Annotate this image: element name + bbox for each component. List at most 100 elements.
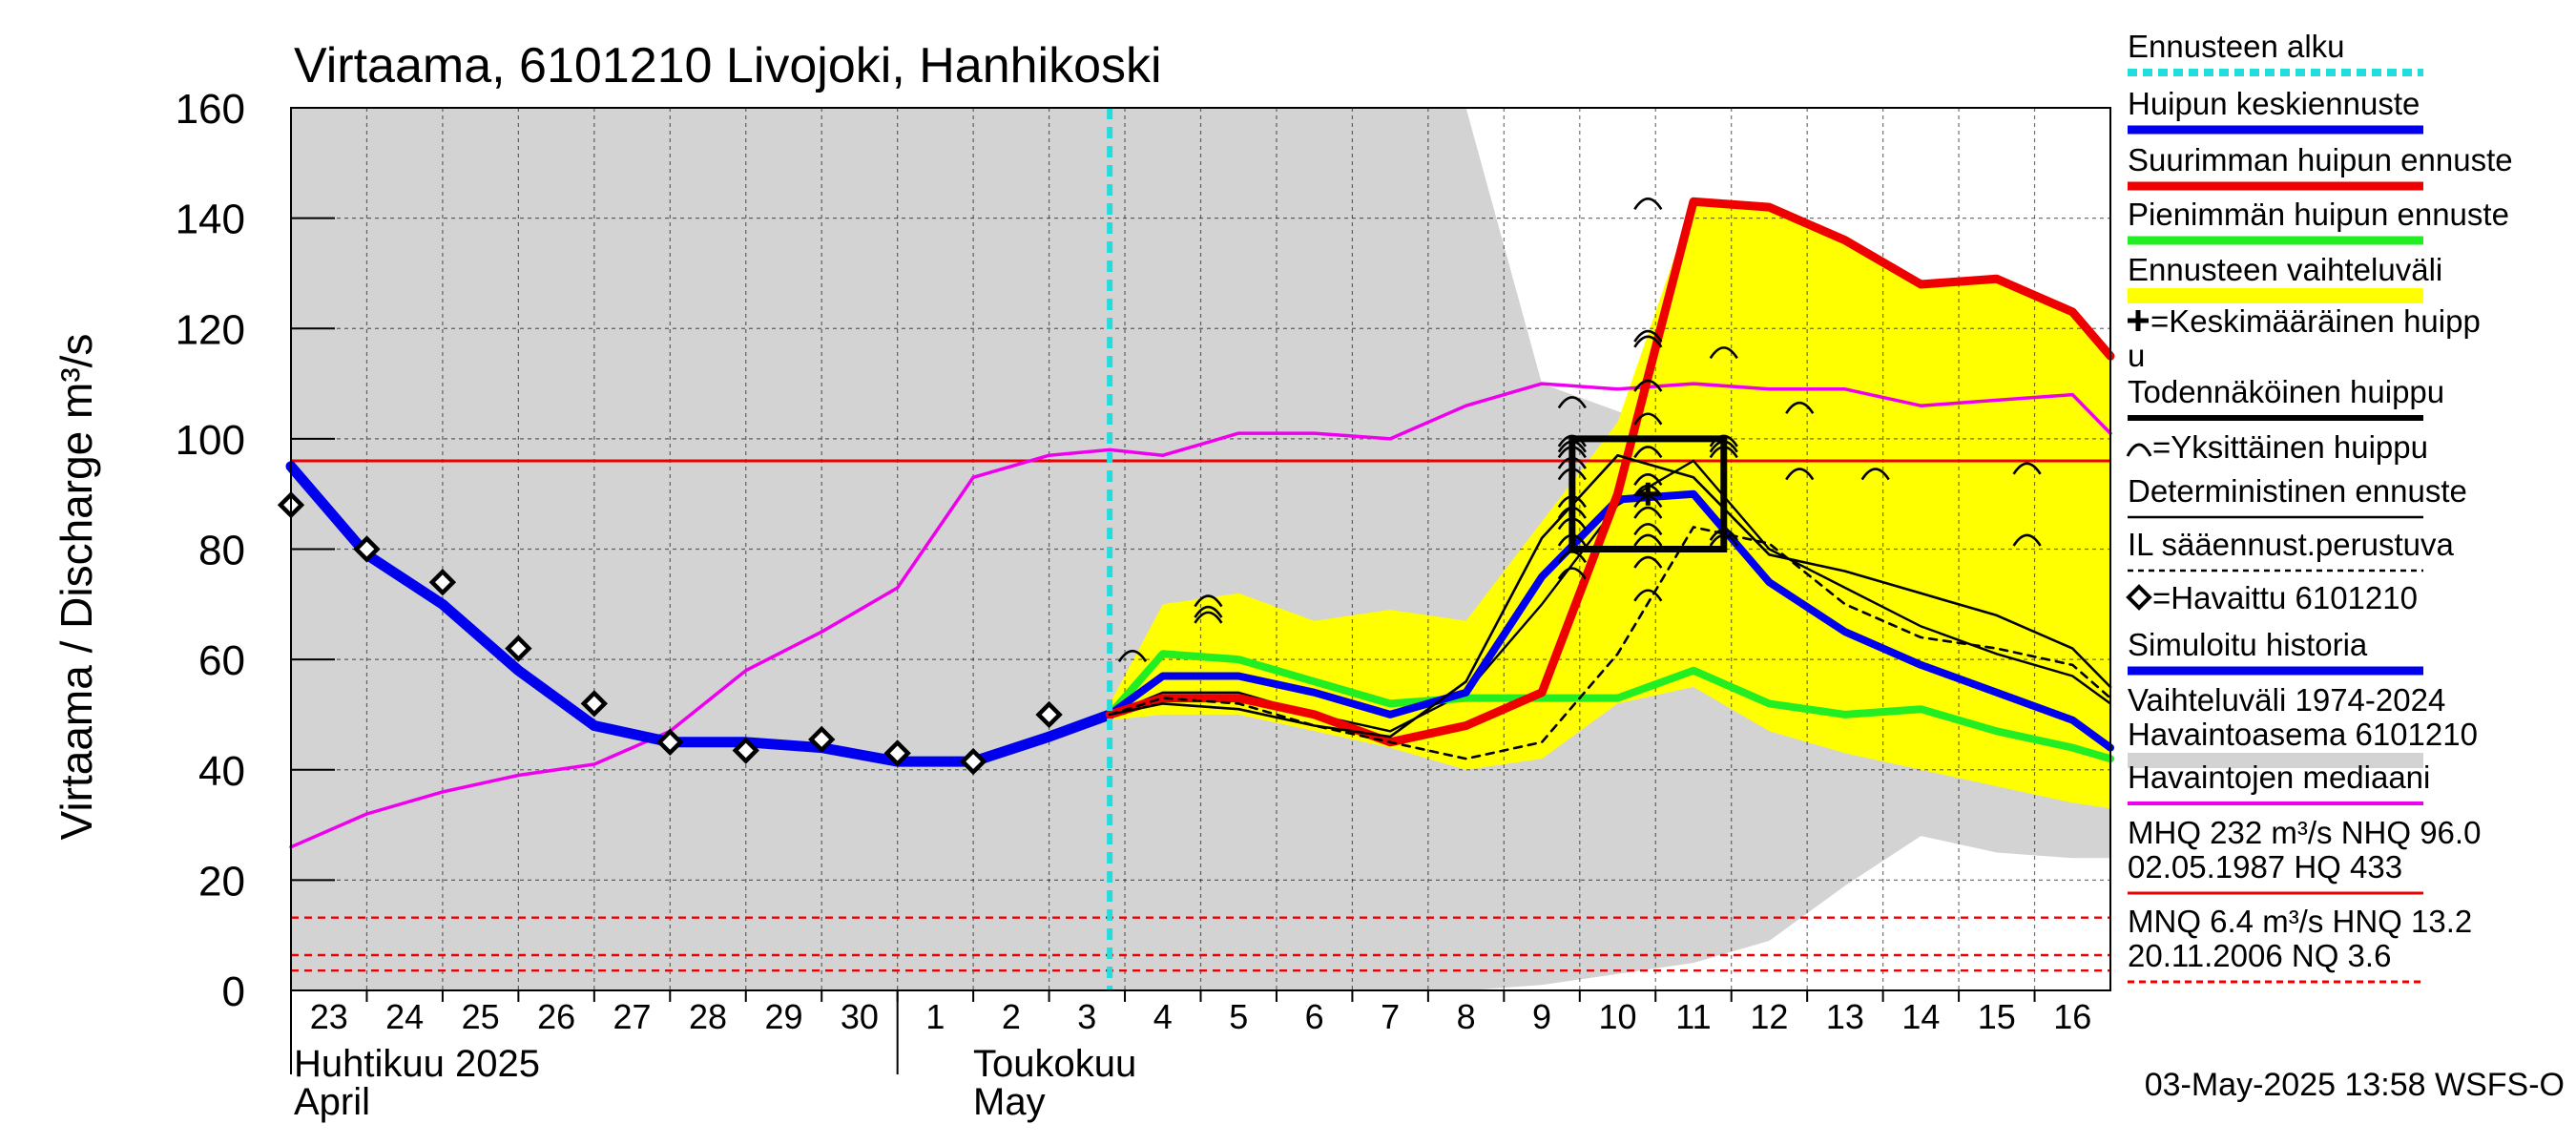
individual-peak-marker bbox=[1633, 533, 1663, 547]
legend-label: Vaihteluväli 1974-2024 bbox=[2128, 682, 2445, 718]
individual-peak-marker bbox=[1633, 506, 1663, 519]
legend-arc-icon bbox=[2126, 443, 2152, 457]
x-tick-label: 9 bbox=[1532, 997, 1551, 1036]
individual-peak-marker bbox=[1633, 523, 1663, 536]
month-label-april-fi: Huhtikuu 2025 bbox=[294, 1043, 540, 1085]
x-tick-label: 7 bbox=[1381, 997, 1400, 1036]
individual-peak-marker bbox=[1633, 335, 1663, 348]
individual-peak-marker bbox=[1633, 198, 1663, 211]
observed-point bbox=[656, 728, 684, 757]
observed-point bbox=[808, 725, 836, 754]
individual-peak-marker bbox=[1557, 551, 1587, 564]
individual-peak-marker bbox=[1633, 329, 1663, 343]
x-tick-label: 13 bbox=[1826, 997, 1864, 1036]
legend-label-line2: Havaintoasema 6101210 bbox=[2128, 717, 2478, 752]
individual-peak-marker bbox=[1709, 346, 1738, 360]
x-tick-label: 6 bbox=[1305, 997, 1324, 1036]
series-deterministic bbox=[1108, 453, 2112, 739]
legend-label: MHQ 232 m³/s NHQ 96.0 bbox=[2128, 815, 2481, 850]
y-tick-label: 60 bbox=[198, 637, 245, 684]
observed-point bbox=[428, 569, 457, 596]
individual-peak-marker bbox=[1194, 594, 1223, 608]
mean-peak-marker bbox=[1636, 482, 1660, 506]
observed-point bbox=[883, 739, 911, 767]
individual-peak-marker bbox=[1557, 517, 1587, 531]
y-tick-label: 40 bbox=[198, 748, 245, 795]
individual-peak-marker bbox=[1557, 567, 1587, 580]
y-tick-label: 120 bbox=[176, 306, 245, 353]
legend-label-line2: u bbox=[2128, 338, 2145, 373]
observed-point bbox=[353, 535, 381, 563]
individual-peak-marker bbox=[1117, 650, 1148, 663]
x-tick-label: 12 bbox=[1750, 997, 1788, 1036]
legend-label-line2: 02.05.1987 HQ 433 bbox=[2128, 849, 2402, 885]
x-tick-label: 23 bbox=[310, 997, 348, 1036]
individual-peak-marker bbox=[1709, 434, 1738, 448]
legend-label: Pienimmän huipun ennuste bbox=[2128, 197, 2509, 232]
x-tick-label: 15 bbox=[1978, 997, 2016, 1036]
x-tick-label: 8 bbox=[1457, 997, 1476, 1036]
individual-peak-marker bbox=[1557, 396, 1587, 409]
legend-label: =Yksittäinen huippu bbox=[2152, 429, 2428, 465]
legend-label: =Keskimääräinen huipp bbox=[2150, 303, 2481, 339]
legend-plus-icon bbox=[2128, 310, 2149, 331]
x-tick-label: 14 bbox=[1901, 997, 1940, 1036]
legend-label: Todennäköinen huippu bbox=[2128, 374, 2444, 409]
x-tick-label: 25 bbox=[462, 997, 500, 1036]
y-tick-label: 100 bbox=[176, 417, 245, 464]
series-simulated bbox=[285, 461, 1115, 767]
x-tick-label: 1 bbox=[925, 997, 945, 1036]
observed-point bbox=[1035, 700, 1063, 729]
individual-peak-marker bbox=[1709, 446, 1738, 459]
individual-peak-marker bbox=[1633, 589, 1663, 602]
timestamp-footer: 03-May-2025 13:58 WSFS-O bbox=[2145, 1067, 2565, 1103]
individual-peak-marker bbox=[1557, 456, 1587, 469]
observed-point bbox=[959, 747, 987, 776]
individual-peak-marker bbox=[1557, 434, 1587, 448]
series-max_peak bbox=[1105, 197, 2115, 747]
individual-peak-marker bbox=[1633, 379, 1663, 392]
x-tick-label: 29 bbox=[764, 997, 802, 1036]
individual-peak-marker bbox=[2012, 462, 2042, 475]
y-tick-label: 20 bbox=[198, 858, 245, 905]
y-tick-label: 80 bbox=[198, 528, 245, 574]
legend-label: Suurimman huipun ennuste bbox=[2128, 142, 2513, 177]
legend-label: Deterministinen ennuste bbox=[2128, 473, 2467, 509]
series-median bbox=[289, 382, 2112, 849]
x-tick-label: 3 bbox=[1077, 997, 1096, 1036]
legend-label: Huipun keskiennuste bbox=[2128, 86, 2420, 121]
x-tick-label: 4 bbox=[1153, 997, 1173, 1036]
individual-peak-marker bbox=[1633, 473, 1663, 487]
legend-label-line2: 20.11.2006 NQ 3.6 bbox=[2128, 938, 2391, 973]
x-tick-label: 2 bbox=[1002, 997, 1021, 1036]
individual-peak-marker bbox=[1633, 555, 1663, 569]
legend: Ennusteen alku Huipun keskiennuste Suurimm… bbox=[2126, 29, 2513, 984]
y-tick-label: 0 bbox=[222, 968, 245, 1015]
individual-peak-marker bbox=[1194, 605, 1223, 618]
legend-diamond-icon bbox=[2126, 584, 2152, 611]
x-tick-label: 16 bbox=[2053, 997, 2091, 1036]
individual-peak-marker bbox=[1557, 506, 1587, 519]
observed-point bbox=[580, 690, 609, 718]
series-il_forecast bbox=[1108, 526, 2112, 760]
month-label-april-en: April bbox=[294, 1081, 370, 1123]
individual-peak-marker bbox=[1194, 611, 1223, 624]
y-axis-label: Virtaama / Discharge m³/s bbox=[52, 334, 101, 841]
legend-label: Ennusteen vaihteluväli bbox=[2128, 252, 2442, 287]
month-label-may-fi: Toukokuu bbox=[973, 1043, 1136, 1085]
chart-title: Virtaama, 6101210 Livojoki, Hanhikoski bbox=[294, 38, 1162, 94]
individual-peak-marker bbox=[1557, 533, 1587, 547]
observed-point bbox=[732, 737, 759, 764]
individual-peak-marker bbox=[1557, 495, 1587, 509]
x-tick-label: 10 bbox=[1598, 997, 1636, 1036]
probable-peak-box bbox=[1568, 435, 1728, 552]
observed-point bbox=[505, 635, 532, 662]
y-tick-label: 140 bbox=[176, 197, 245, 243]
legend-label: Ennusteen alku bbox=[2128, 29, 2345, 64]
legend-label: Simuloitu historia bbox=[2128, 627, 2368, 662]
x-tick-label: 27 bbox=[613, 997, 652, 1036]
individual-peak-marker bbox=[1709, 440, 1738, 453]
individual-peak-marker bbox=[1633, 446, 1663, 459]
month-label-may-en: May bbox=[973, 1081, 1046, 1123]
